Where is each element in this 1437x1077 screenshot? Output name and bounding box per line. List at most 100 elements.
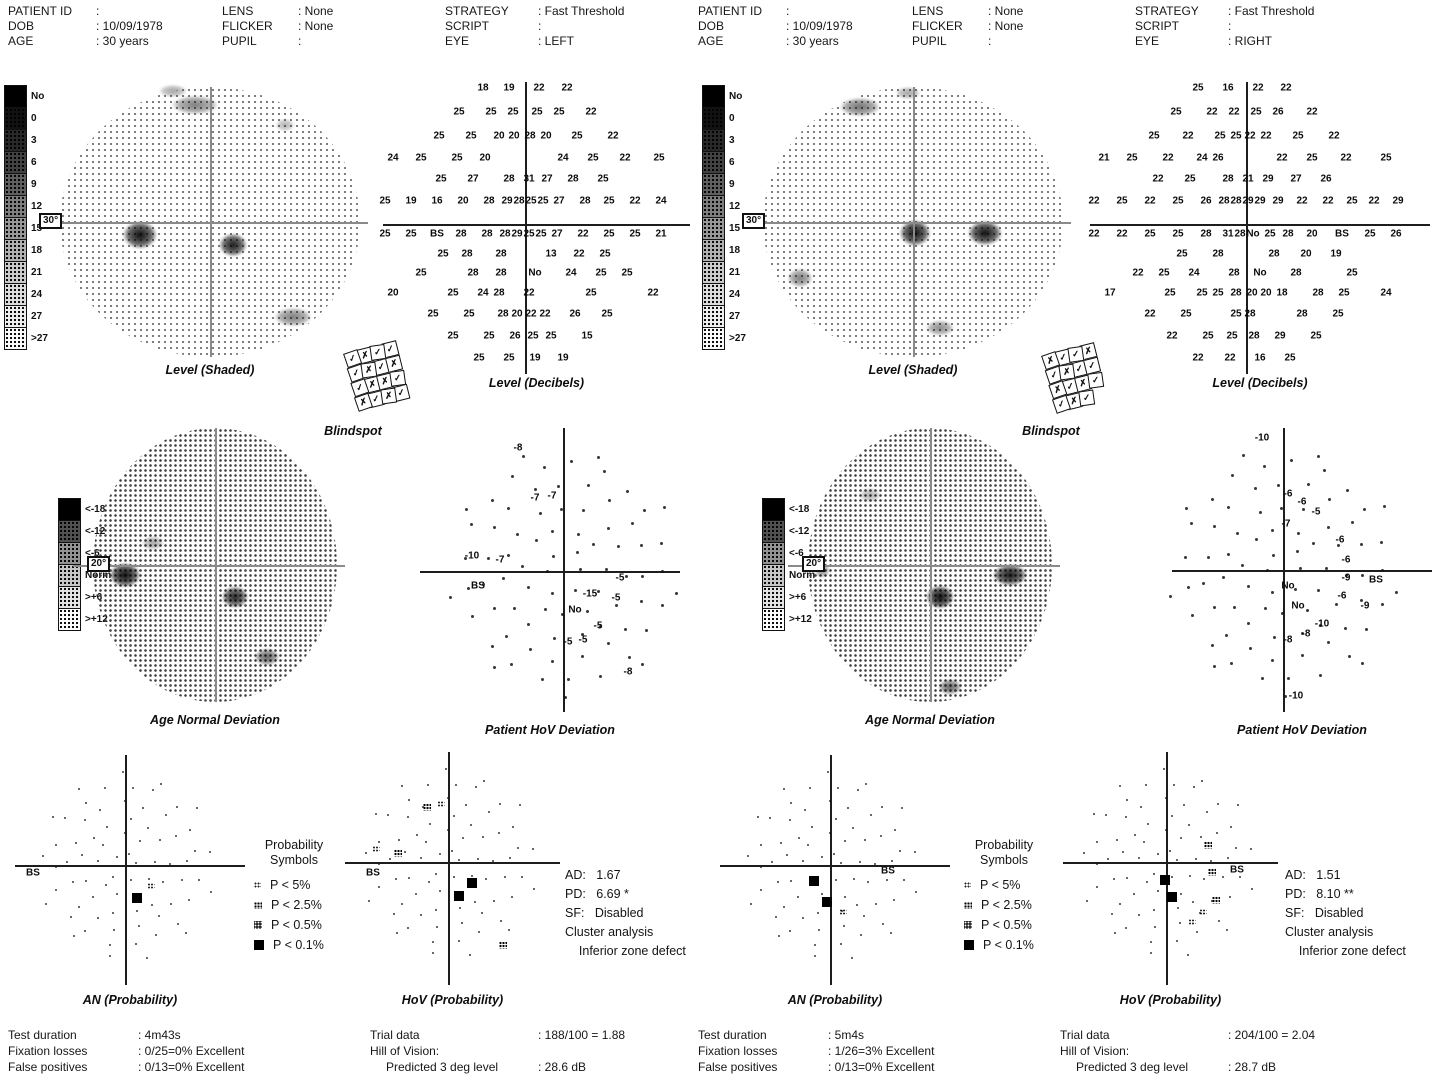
sensitivity-value: 25 — [1212, 287, 1224, 299]
probability-symbol-p01 — [822, 897, 832, 907]
point-label: -9 — [1360, 600, 1370, 612]
test-point-dot — [1085, 899, 1088, 902]
point-label: -5 — [563, 636, 573, 648]
horizontal-axis — [383, 224, 690, 226]
field-label: PUPIL — [912, 34, 947, 48]
test-point-dot — [1363, 508, 1367, 512]
test-point-dot — [1210, 899, 1213, 902]
probability-legend-label: P < 0.5% — [981, 918, 1032, 932]
test-point-dot — [1183, 803, 1186, 806]
test-point-dot — [466, 586, 470, 590]
sensitivity-value: 29 — [1262, 173, 1274, 185]
test-point-dot — [821, 855, 824, 858]
test-point-dot — [398, 839, 401, 842]
test-point-dot — [1236, 803, 1239, 806]
point-label: -8 — [1283, 634, 1293, 646]
point-label: -9 — [1341, 572, 1351, 584]
legend-row: 15 — [4, 216, 48, 240]
sensitivity-value: 25 — [553, 106, 565, 118]
test-point-dot — [432, 940, 435, 943]
sensitivity-value: 28 — [1268, 248, 1280, 260]
test-point-dot — [780, 842, 783, 845]
test-point-dot — [529, 648, 533, 652]
sensitivity-value: 25 — [1164, 287, 1176, 299]
horizontal-axis — [788, 565, 1060, 567]
test-point-dot — [436, 926, 439, 928]
field-row: Hill of Vision: — [1060, 1044, 1228, 1058]
test-point-dot — [1176, 940, 1179, 943]
sensitivity-value: 25 — [535, 228, 547, 240]
sensitivity-value: 25 — [1126, 152, 1138, 164]
sensitivity-value: 24 — [477, 287, 489, 299]
legend-row: >+12 — [762, 607, 815, 631]
sensitivity-value: 25 — [1172, 195, 1184, 207]
probability-symbol-p5 — [254, 882, 261, 888]
horizontal-axis — [1063, 862, 1278, 864]
test-point-dot — [749, 902, 752, 905]
sensitivity-value: 26 — [1320, 173, 1332, 185]
test-point-dot — [122, 770, 125, 773]
field-row: Test duration: 5m4s — [698, 1028, 864, 1042]
field-label: SCRIPT — [1135, 19, 1180, 33]
sensitivity-value: 22 — [629, 195, 641, 207]
point-label: -10 — [1254, 432, 1270, 444]
probability-legend-row: P < 0.5% — [958, 918, 1050, 932]
sensitivity-value: 25 — [483, 330, 495, 342]
legend-label: <-12 — [85, 525, 106, 537]
sensitivity-value: 25 — [531, 106, 543, 118]
point-label: -5 — [593, 620, 603, 632]
sensitivity-value: 25 — [629, 228, 641, 240]
test-point-dot — [473, 901, 476, 904]
plot-caption: Level (Decibels) — [488, 376, 585, 390]
test-point-dot — [608, 499, 612, 503]
probability-symbol-p5 — [372, 846, 380, 852]
test-point-dot — [599, 624, 603, 628]
legend-row: <-18 — [762, 497, 815, 521]
sensitivity-value: 28 — [483, 195, 495, 207]
test-point-dot — [508, 856, 511, 859]
test-point-dot — [859, 860, 862, 863]
test-point-dot — [643, 509, 647, 513]
field-value: : 28.7 dB — [1228, 1060, 1277, 1074]
test-point-dot — [821, 893, 824, 896]
field-value: : 5m4s — [828, 1028, 865, 1042]
test-point-dot — [1281, 611, 1285, 615]
test-point-dot — [1305, 609, 1309, 613]
sensitivity-value: 22 — [1132, 267, 1144, 279]
sensitivity-value: 22 — [1206, 106, 1218, 118]
legend-swatch — [702, 106, 725, 130]
test-point-dot — [1168, 594, 1172, 598]
test-point-dot — [814, 943, 817, 946]
sensitivity-value: 22 — [525, 308, 537, 320]
field-row: DOB: 10/09/1978 — [8, 19, 163, 33]
probability-symbol-p25 — [1208, 868, 1216, 876]
test-point-dot — [606, 526, 610, 530]
sensitivity-value: 13 — [545, 248, 557, 260]
probability-symbol-p5 — [147, 883, 155, 889]
test-point-dot — [77, 905, 80, 908]
sensitivity-value: 25 — [463, 308, 475, 320]
test-point-dot — [575, 550, 579, 554]
field-row: Predicted 3 deg level: 28.6 dB — [386, 1060, 586, 1074]
test-point-dot — [1188, 824, 1191, 826]
sensitivity-value: 25 — [447, 287, 459, 299]
sensitivity-value: 25 — [379, 195, 391, 207]
test-point-dot — [520, 565, 524, 568]
field-value: : 10/09/1978 — [96, 19, 163, 33]
test-point-dot — [1360, 661, 1364, 665]
legend-row: 9 — [702, 172, 746, 196]
probability-symbol-p5 — [1188, 919, 1196, 925]
patient-hov-deviation-plot: -10 -6 -6 -5 -7 -6 -6 -9 BS No -6 No -9 -10 -8 -8 -10 — [1168, 428, 1432, 712]
legend-row: 12 — [702, 194, 746, 218]
field-value: : 4m43s — [138, 1028, 181, 1042]
plot-caption: Patient HoV Deviation — [485, 723, 615, 737]
test-point-dot — [1224, 633, 1228, 637]
test-point-dot — [836, 787, 839, 790]
defect-patch — [139, 534, 167, 552]
sensitivity-value: 24 — [565, 267, 577, 279]
legend-swatch — [762, 541, 785, 565]
test-point-dot — [1359, 598, 1363, 602]
point-label: -6 — [1297, 496, 1307, 508]
test-point-dot — [603, 470, 607, 474]
point-label: -5 — [611, 592, 621, 604]
